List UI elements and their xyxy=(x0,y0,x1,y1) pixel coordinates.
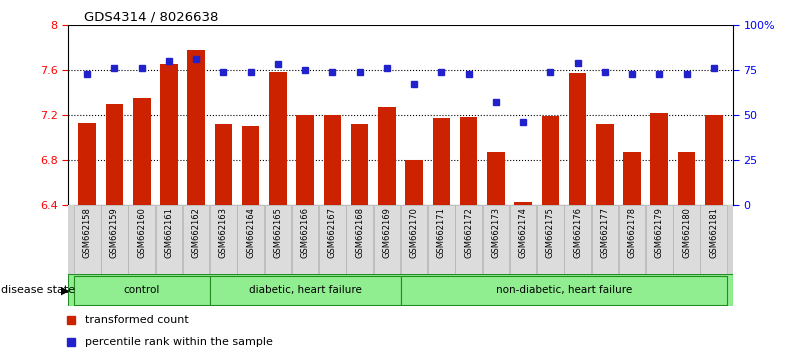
Bar xyxy=(541,116,559,205)
Bar xyxy=(378,107,396,205)
Bar xyxy=(160,64,178,205)
Bar xyxy=(674,205,700,274)
Text: disease state: disease state xyxy=(1,285,75,295)
Bar xyxy=(678,152,695,205)
Bar xyxy=(591,205,618,274)
Bar xyxy=(514,202,532,205)
Bar xyxy=(319,205,346,274)
Text: GSM662180: GSM662180 xyxy=(682,207,691,258)
Bar xyxy=(623,152,641,205)
Text: GSM662160: GSM662160 xyxy=(137,207,146,258)
Bar xyxy=(509,205,537,274)
Bar xyxy=(460,117,477,205)
Bar xyxy=(537,205,564,274)
Text: GSM662173: GSM662173 xyxy=(491,207,501,258)
Text: GDS4314 / 8026638: GDS4314 / 8026638 xyxy=(84,11,219,24)
Bar xyxy=(101,205,127,274)
Text: GSM662178: GSM662178 xyxy=(628,207,637,258)
Text: GSM662159: GSM662159 xyxy=(110,207,119,258)
Text: GSM662170: GSM662170 xyxy=(409,207,419,258)
Bar xyxy=(269,72,287,205)
Bar xyxy=(346,205,373,274)
Bar xyxy=(482,205,509,274)
Bar xyxy=(351,124,368,205)
Bar xyxy=(618,205,646,274)
Bar xyxy=(373,205,400,274)
Text: control: control xyxy=(123,285,160,295)
Bar xyxy=(650,113,668,205)
Text: transformed count: transformed count xyxy=(85,315,188,325)
Bar xyxy=(701,205,727,274)
Text: GSM662176: GSM662176 xyxy=(573,207,582,258)
Bar xyxy=(646,205,673,274)
Bar xyxy=(455,205,482,274)
Text: GSM662158: GSM662158 xyxy=(83,207,91,258)
Bar xyxy=(133,98,151,205)
Bar xyxy=(183,205,210,274)
Bar xyxy=(210,276,400,304)
Bar xyxy=(106,104,123,205)
Text: ▶: ▶ xyxy=(61,285,70,295)
Text: GSM662165: GSM662165 xyxy=(273,207,283,258)
Bar xyxy=(292,205,319,274)
Bar xyxy=(187,50,205,205)
Bar xyxy=(405,160,423,205)
Text: GSM662164: GSM662164 xyxy=(246,207,256,258)
Bar xyxy=(74,205,100,274)
Text: percentile rank within the sample: percentile rank within the sample xyxy=(85,337,272,347)
Bar xyxy=(324,115,341,205)
Text: GSM662179: GSM662179 xyxy=(655,207,664,258)
Bar xyxy=(487,152,505,205)
Text: GSM662167: GSM662167 xyxy=(328,207,337,258)
Text: GSM662175: GSM662175 xyxy=(545,207,555,258)
Text: GSM662168: GSM662168 xyxy=(355,207,364,258)
Bar xyxy=(237,205,264,274)
Text: GSM662171: GSM662171 xyxy=(437,207,446,258)
Text: non-diabetic, heart failure: non-diabetic, heart failure xyxy=(496,285,632,295)
Text: GSM662161: GSM662161 xyxy=(164,207,173,258)
Text: GSM662174: GSM662174 xyxy=(518,207,528,258)
Text: GSM662181: GSM662181 xyxy=(710,207,718,258)
Bar xyxy=(78,123,96,205)
Bar xyxy=(155,205,183,274)
Bar xyxy=(215,124,232,205)
Bar xyxy=(400,276,727,304)
Text: GSM662162: GSM662162 xyxy=(191,207,200,258)
Bar xyxy=(433,119,450,205)
Bar xyxy=(296,115,314,205)
Bar xyxy=(128,205,155,274)
Bar xyxy=(596,124,614,205)
Bar xyxy=(428,205,455,274)
Bar xyxy=(210,205,237,274)
Bar xyxy=(564,205,591,274)
Bar xyxy=(705,115,723,205)
Text: diabetic, heart failure: diabetic, heart failure xyxy=(248,285,361,295)
Text: GSM662169: GSM662169 xyxy=(382,207,392,258)
Bar xyxy=(400,205,428,274)
Text: GSM662172: GSM662172 xyxy=(464,207,473,258)
Bar xyxy=(74,276,210,304)
Bar xyxy=(242,126,260,205)
Text: GSM662177: GSM662177 xyxy=(601,207,610,258)
Bar xyxy=(264,205,292,274)
Bar xyxy=(569,73,586,205)
Text: GSM662166: GSM662166 xyxy=(300,207,310,258)
Text: GSM662163: GSM662163 xyxy=(219,207,228,258)
